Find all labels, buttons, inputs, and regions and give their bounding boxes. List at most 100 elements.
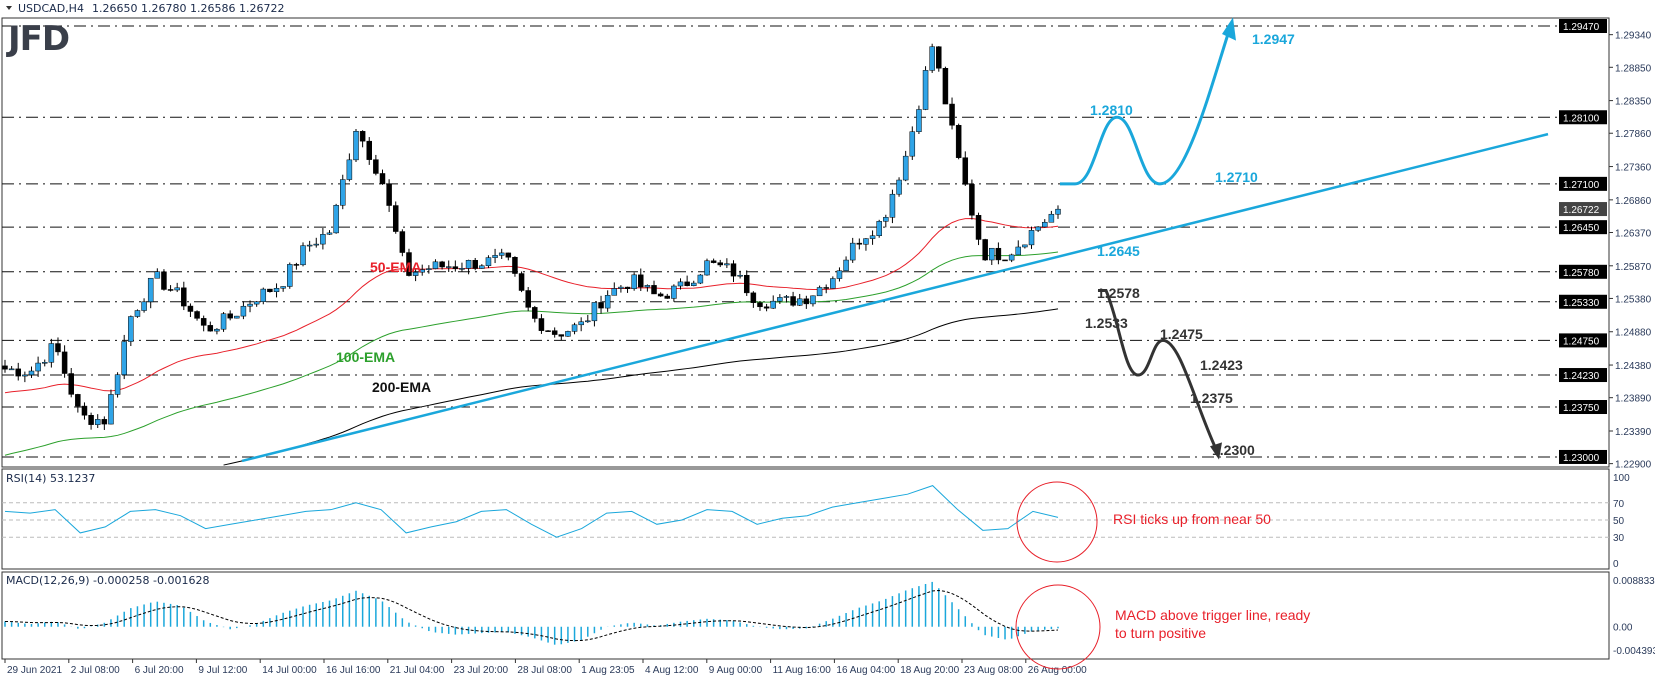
bull-candle [313,243,320,246]
bear-candle [75,394,81,407]
bull-candle [326,232,333,235]
bear-candle [392,205,399,232]
bull-candle [611,288,618,296]
bull-candle [830,278,836,289]
bear-candle [406,252,412,276]
bull-candle [677,281,684,287]
bull-candle [333,205,339,234]
bear-candle [518,273,525,291]
bull-candle [604,295,611,309]
bull-candle [889,193,896,218]
rsi-highlight-circle [1016,481,1098,563]
trendline[interactable] [241,132,1549,463]
bull-candle [704,260,710,276]
bull-candle [1022,244,1028,248]
bull-candle [631,274,637,289]
bull-candle [989,247,995,261]
bear-candle [505,252,512,258]
level-price-label: 1.29470 [1563,22,1600,33]
bear-candle [936,46,942,69]
x-tick-label: 11 Aug 16:00 [773,665,832,676]
y-tick-label: 1.24880 [1615,328,1652,339]
x-tick-label: 26 Aug 00:00 [1028,665,1087,676]
macd-tick-label: -0.004393 [1613,646,1655,657]
level-price-box [1559,449,1607,464]
bull-candle [220,313,227,330]
level-1-2710-label: 1.2710 [1215,169,1258,185]
level-1-2423-label: 1.2423 [1200,357,1243,373]
bear-candle [525,290,531,308]
current-price-box [1559,202,1607,217]
level-price-label: 1.25780 [1563,268,1600,279]
bear-candle [366,140,372,160]
bull-candle [777,297,783,302]
bear-candle [200,318,207,326]
level-price-label: 1.25330 [1563,298,1600,309]
x-tick-label: 2 Jul 08:00 [71,665,120,676]
macd-signal-line [4,589,1059,642]
macd-tick-label: 0.008833 [1613,576,1655,587]
bear-candle [2,365,8,370]
level-price-box [1559,400,1607,415]
bear-candle [187,305,194,312]
bullish-arrowhead-icon [1222,17,1236,41]
bull-candle [94,419,101,425]
x-tick-label: 4 Aug 12:00 [645,665,699,676]
bull-candle [253,301,260,305]
bear-candle [81,405,88,416]
bull-candle [783,296,790,298]
bear-candle [558,334,565,337]
bull-candle [929,46,935,71]
bull-candle [240,305,247,317]
level-price-box [1559,176,1607,191]
bear-candle [161,271,167,290]
bear-candle [823,287,829,289]
level-1-2578-label: 1.2578 [1097,285,1140,301]
rsi-note: RSI ticks up from near 50 [1113,511,1271,527]
bear-candle [624,286,631,289]
bull-candle [353,131,359,161]
ohlc-label: 1.26650 1.26780 1.26586 1.26722 [92,2,284,15]
bull-candle [1015,246,1022,256]
bull-candle [902,155,909,181]
bear-candle [955,125,962,158]
bull-candle [571,324,578,332]
x-tick-label: 1 Aug 23:05 [581,665,635,676]
y-tick-label: 1.23390 [1615,427,1652,438]
bear-candle [386,183,392,206]
bear-candle [1002,259,1008,262]
bull-candle [134,310,141,317]
bull-candle [591,302,598,322]
bull-candle [498,252,505,256]
bull-candle [1008,254,1015,261]
bull-candle [492,255,498,258]
bull-candle [141,301,147,311]
level-price-label: 1.28100 [1563,113,1600,124]
y-tick-label: 1.27860 [1615,129,1652,140]
y-tick-label: 1.26860 [1615,196,1652,207]
bear-candle [757,302,763,308]
bear-candle [664,295,671,299]
y-tick-label: 1.25870 [1615,262,1652,273]
bull-candle [147,277,154,303]
bear-candle [684,281,690,286]
target-1-2947-label: 1.2947 [1252,31,1295,47]
bear-candle [88,415,94,425]
level-price-label: 1.27100 [1563,180,1600,191]
bull-candle [578,321,584,326]
bull-candle [770,300,776,309]
bear-candle [267,288,273,292]
level-1-2375-label: 1.2375 [1190,390,1233,406]
bear-candle [379,173,386,185]
bull-candle [697,274,704,284]
collapse-triangle-icon[interactable] [6,6,12,10]
bull-candle [849,242,856,261]
y-tick-label: 1.29340 [1615,31,1652,42]
macd-panel [1,571,1610,660]
rsi-tick-label: 50 [1613,516,1625,527]
bear-candle [545,330,551,332]
bull-candle [41,362,48,364]
current-price-label: 1.26722 [1563,205,1600,216]
bear-candle [969,184,975,216]
